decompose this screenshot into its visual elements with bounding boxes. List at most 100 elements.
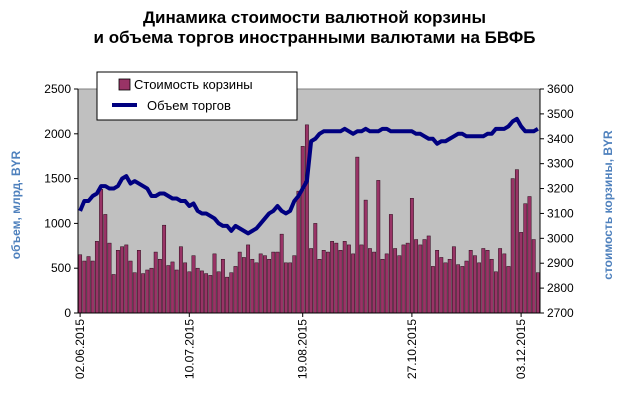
bar bbox=[157, 258, 162, 314]
bar bbox=[514, 169, 519, 314]
bar bbox=[477, 262, 482, 314]
y-right-tick-label: 3200 bbox=[547, 182, 574, 196]
legend-swatch-bar bbox=[118, 78, 131, 91]
bar bbox=[430, 266, 435, 314]
bar bbox=[418, 244, 423, 314]
y-left-tick-label: 2000 bbox=[44, 127, 71, 141]
bar bbox=[489, 258, 494, 314]
bar bbox=[241, 257, 246, 314]
bar bbox=[376, 180, 381, 314]
bar bbox=[447, 258, 452, 314]
bar bbox=[338, 250, 343, 314]
bar bbox=[288, 262, 293, 314]
bar bbox=[195, 267, 200, 314]
bar bbox=[422, 239, 427, 314]
bar bbox=[111, 274, 116, 314]
bar bbox=[481, 248, 486, 314]
x-tick-label: 03.12.2015 bbox=[514, 319, 528, 379]
chart-title-line-2: и объема торгов иностранными валютами на… bbox=[93, 28, 536, 47]
bar bbox=[502, 253, 507, 314]
bar bbox=[397, 255, 402, 314]
bar bbox=[162, 224, 167, 314]
bar bbox=[258, 253, 263, 314]
bar bbox=[145, 269, 150, 314]
bar bbox=[468, 250, 473, 314]
bar bbox=[78, 254, 83, 314]
y-right-tick-label: 3100 bbox=[547, 206, 574, 220]
bar bbox=[330, 241, 335, 314]
bar bbox=[275, 251, 280, 314]
bar bbox=[321, 250, 326, 314]
bar bbox=[103, 214, 108, 314]
bar bbox=[351, 253, 356, 314]
bar bbox=[115, 250, 120, 314]
bar bbox=[523, 203, 528, 314]
bar bbox=[178, 246, 183, 314]
bar bbox=[120, 246, 125, 314]
bar bbox=[393, 248, 398, 314]
bar bbox=[262, 255, 267, 314]
bar bbox=[435, 250, 440, 314]
bar bbox=[216, 271, 221, 314]
bar bbox=[472, 255, 477, 314]
bar bbox=[225, 276, 230, 314]
y-right-tick-label: 3300 bbox=[547, 157, 574, 171]
bar bbox=[300, 146, 305, 314]
y-axis-left-title: объем, млрд. BYR bbox=[9, 150, 23, 259]
bar bbox=[519, 232, 524, 314]
bar bbox=[313, 223, 318, 314]
y-right-tick-label: 3500 bbox=[547, 107, 574, 121]
bar bbox=[309, 248, 314, 314]
bar bbox=[237, 251, 242, 314]
bar bbox=[367, 248, 372, 314]
bar bbox=[456, 264, 461, 314]
bar bbox=[414, 239, 419, 314]
y-right-tick-label: 2900 bbox=[547, 256, 574, 270]
bar bbox=[401, 244, 406, 314]
bar bbox=[439, 257, 444, 314]
y-left-tick-label: 0 bbox=[64, 306, 71, 320]
bar bbox=[124, 244, 129, 314]
bar bbox=[208, 275, 213, 314]
bar bbox=[183, 262, 188, 314]
y-right-tick-label: 3400 bbox=[547, 132, 574, 146]
bar bbox=[250, 258, 255, 314]
bar bbox=[233, 266, 238, 314]
y-right-tick-label: 3000 bbox=[547, 231, 574, 245]
bar bbox=[283, 262, 288, 314]
bar bbox=[212, 253, 217, 314]
bar bbox=[149, 267, 154, 314]
bar bbox=[246, 244, 251, 314]
bar bbox=[527, 196, 532, 314]
bar bbox=[174, 269, 179, 314]
bar bbox=[346, 244, 351, 314]
y-left-tick-label: 1500 bbox=[44, 172, 71, 186]
x-tick-label: 10.07.2015 bbox=[182, 319, 196, 379]
bar bbox=[498, 248, 503, 314]
bar bbox=[141, 273, 146, 314]
x-tick-label: 27.10.2015 bbox=[405, 319, 419, 379]
bar bbox=[372, 251, 377, 314]
bar bbox=[388, 214, 393, 314]
bar bbox=[191, 255, 196, 314]
y-left-tick-label: 1000 bbox=[44, 216, 71, 230]
bar bbox=[220, 258, 225, 314]
bar bbox=[267, 258, 272, 314]
y-right-tick-label: 2800 bbox=[547, 281, 574, 295]
bar bbox=[451, 246, 456, 314]
bar bbox=[426, 235, 431, 314]
bar bbox=[94, 241, 99, 314]
bar bbox=[107, 242, 112, 314]
x-tick-label: 02.06.2015 bbox=[73, 319, 87, 379]
y-left-tick-label: 2500 bbox=[44, 82, 71, 96]
bar bbox=[342, 241, 347, 314]
bar bbox=[204, 273, 209, 314]
bar bbox=[170, 261, 175, 314]
legend-label-obem: Объем торгов bbox=[147, 98, 231, 113]
bar bbox=[292, 255, 297, 314]
y-right-tick-label: 3600 bbox=[547, 82, 574, 96]
axes: 0 500 1000 1500 2000 2500 2700 2800 2900 3000 3100… bbox=[44, 82, 574, 379]
bar bbox=[460, 266, 465, 314]
series-line-obem-torgov bbox=[78, 116, 539, 236]
